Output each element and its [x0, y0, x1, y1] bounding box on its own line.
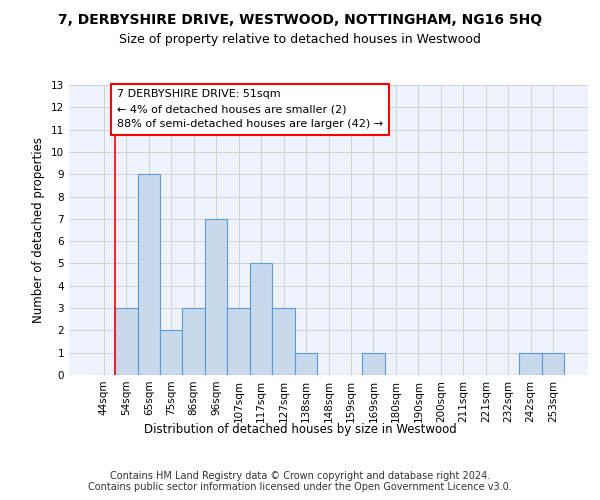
Bar — [115, 308, 137, 375]
Bar — [295, 352, 317, 375]
Bar — [160, 330, 182, 375]
Bar — [137, 174, 160, 375]
Bar — [520, 352, 542, 375]
Text: Distribution of detached houses by size in Westwood: Distribution of detached houses by size … — [143, 422, 457, 436]
Text: Size of property relative to detached houses in Westwood: Size of property relative to detached ho… — [119, 32, 481, 46]
Bar — [272, 308, 295, 375]
Text: 7 DERBYSHIRE DRIVE: 51sqm
← 4% of detached houses are smaller (2)
88% of semi-de: 7 DERBYSHIRE DRIVE: 51sqm ← 4% of detach… — [117, 90, 383, 129]
Bar — [205, 219, 227, 375]
Bar — [542, 352, 565, 375]
Bar — [182, 308, 205, 375]
Bar — [227, 308, 250, 375]
Bar — [362, 352, 385, 375]
Text: Contains HM Land Registry data © Crown copyright and database right 2024.
Contai: Contains HM Land Registry data © Crown c… — [88, 471, 512, 492]
Bar — [250, 264, 272, 375]
Text: 7, DERBYSHIRE DRIVE, WESTWOOD, NOTTINGHAM, NG16 5HQ: 7, DERBYSHIRE DRIVE, WESTWOOD, NOTTINGHA… — [58, 12, 542, 26]
Y-axis label: Number of detached properties: Number of detached properties — [32, 137, 46, 323]
